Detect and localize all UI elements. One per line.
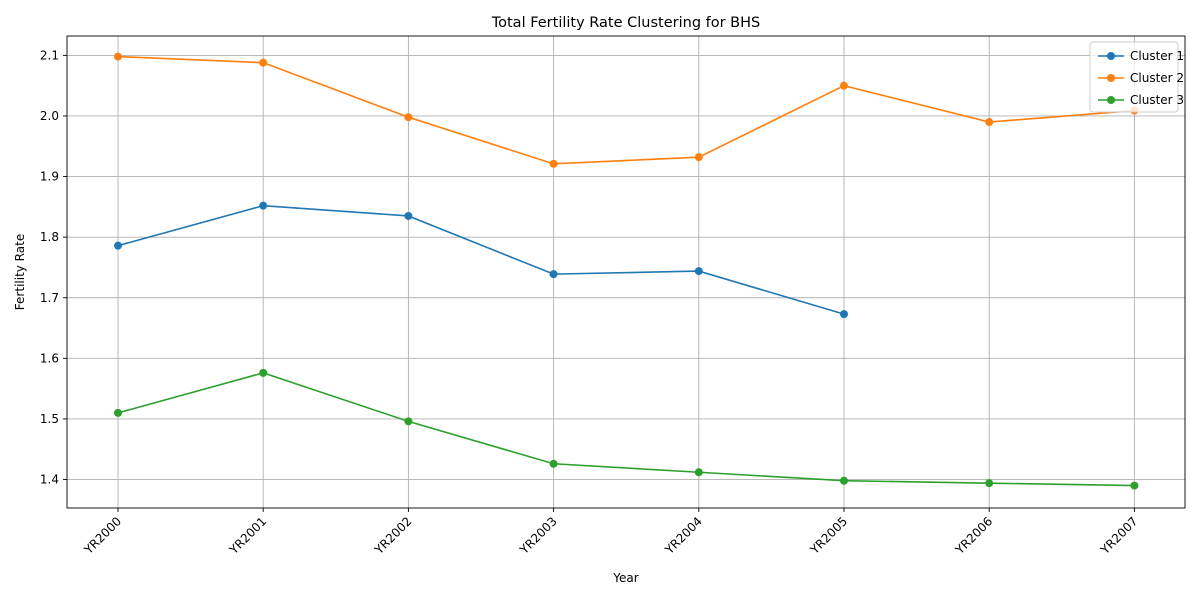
x-tick-label: YR2005	[807, 514, 850, 557]
data-point	[840, 476, 848, 485]
legend-label: Cluster 1	[1130, 49, 1184, 63]
data-point	[985, 479, 994, 488]
x-tick-label: YR2000	[81, 514, 124, 557]
data-point	[549, 270, 558, 279]
data-point	[259, 368, 268, 377]
legend-marker	[1107, 52, 1115, 60]
series-line	[117, 55, 1135, 165]
legend-marker	[1107, 74, 1115, 82]
data-point	[259, 201, 268, 210]
data-point	[404, 113, 413, 122]
data-point	[694, 267, 703, 276]
series-layer	[114, 52, 1139, 490]
data-point	[404, 211, 413, 220]
data-point	[1130, 481, 1139, 490]
data-point	[259, 58, 268, 67]
series-3	[114, 368, 1139, 490]
data-point	[549, 459, 558, 468]
series-2	[114, 52, 1139, 168]
legend-item: Cluster 2	[1098, 71, 1184, 85]
legend-item: Cluster 3	[1098, 93, 1184, 107]
y-tick-label: 1.5	[40, 412, 59, 426]
y-tick-label: 2.0	[40, 109, 59, 123]
series-line	[117, 204, 845, 315]
chart-title: Total Fertility Rate Clustering for BHS	[491, 15, 761, 31]
plot-area-frame	[66, 35, 1186, 509]
data-point	[114, 241, 122, 250]
legend-label: Cluster 2	[1130, 71, 1184, 85]
y-tick-label: 1.7	[40, 291, 59, 305]
data-point	[840, 81, 848, 90]
legend: Cluster 1 Cluster 2 Cluster 3	[1089, 41, 1184, 113]
y-tick-label: 1.4	[40, 473, 59, 487]
x-tick-label: YR2001	[226, 514, 269, 557]
x-tick-label: YR2007	[1097, 514, 1140, 557]
legend-marker	[1107, 96, 1115, 104]
data-point	[985, 118, 994, 127]
y-tick-label: 1.6	[40, 351, 59, 365]
data-point	[840, 310, 848, 319]
x-tick-label: YR2004	[662, 514, 705, 557]
data-point	[694, 468, 703, 477]
data-point	[114, 52, 122, 61]
data-point	[549, 159, 558, 168]
x-tick-label: YR2006	[952, 514, 995, 557]
y-tick-label: 2.1	[40, 48, 59, 62]
y-axis-label: Fertility Rate	[13, 234, 27, 310]
x-tick-label: YR2002	[371, 514, 414, 557]
x-axis-label: Year	[612, 571, 638, 585]
x-axis-ticks: YR2000 YR2001 YR2002 YR2003 YR2004 YR2005 YR20…	[81, 508, 1141, 558]
data-point	[404, 417, 413, 426]
grid	[67, 36, 1185, 508]
legend-label: Cluster 3	[1130, 93, 1184, 107]
legend-item: Cluster 1	[1098, 49, 1184, 63]
x-tick-label: YR2003	[516, 514, 559, 557]
y-axis-ticks: 1.4 1.5 1.6 1.7 1.8 1.9 2.0 2.1	[40, 48, 67, 487]
data-point	[694, 153, 703, 162]
series-1	[114, 201, 848, 319]
y-tick-label: 1.9	[40, 170, 59, 184]
series-line	[117, 372, 1135, 487]
data-point	[114, 408, 122, 417]
y-tick-label: 1.8	[40, 230, 59, 244]
